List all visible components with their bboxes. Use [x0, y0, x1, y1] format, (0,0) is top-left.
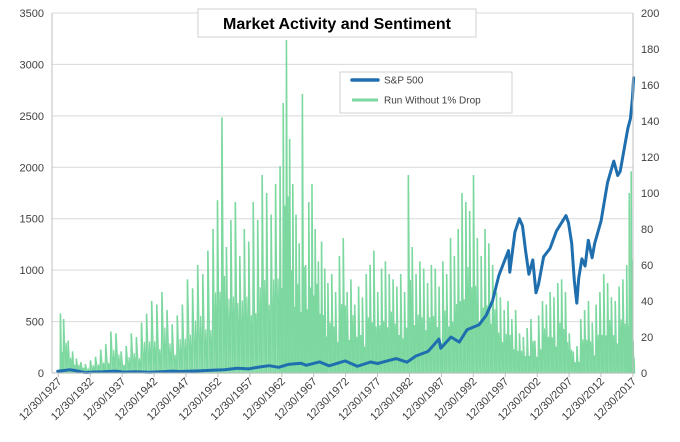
- y-left-tick-500: 500: [26, 317, 44, 329]
- y-left-tick-1500: 1500: [20, 214, 44, 226]
- y-right-tick-120: 120: [641, 152, 659, 164]
- y-right-tick-200: 200: [641, 8, 659, 20]
- legend-frame: [339, 71, 513, 114]
- y-right-tick-0: 0: [641, 368, 647, 380]
- y-right-tick-40: 40: [641, 296, 653, 308]
- axes: [51, 13, 634, 377]
- title-box-frame: [197, 8, 477, 38]
- y-left-tick-1000: 1000: [20, 265, 44, 277]
- y-left-tick-0: 0: [38, 368, 44, 380]
- sp500-series: [56, 76, 636, 374]
- y-left-tick-3500: 3500: [20, 8, 44, 20]
- legend-label-sp500: S&P 500: [384, 76, 424, 87]
- y-right-tick-60: 60: [641, 260, 653, 272]
- y-right-tick-160: 160: [641, 80, 659, 92]
- legend-label-run: Run Without 1% Drop: [384, 96, 481, 107]
- left-axis-tick-labels: 0 500 1000 1500 2000 2500 3000 3500: [20, 8, 44, 380]
- right-axis-tick-labels: 0 20 40 60 80 100 120 140 160 180 200: [641, 8, 659, 380]
- legend: S&P 500 Run Without 1% Drop: [339, 71, 513, 114]
- y-right-tick-100: 100: [641, 188, 659, 200]
- y-right-tick-180: 180: [641, 44, 659, 56]
- y-right-tick-20: 20: [641, 332, 653, 344]
- y-right-tick-80: 80: [641, 224, 653, 236]
- chart-title: Market Activity and Sentiment: [223, 16, 452, 33]
- run-without-1pct-drop-series: [59, 39, 636, 374]
- chart-title-box: Market Activity and Sentiment: [197, 8, 477, 38]
- y-left-tick-2500: 2500: [20, 111, 44, 123]
- sp500-line: [56, 76, 636, 374]
- y-right-tick-140: 140: [641, 116, 659, 128]
- y-left-tick-3000: 3000: [20, 59, 44, 71]
- y-left-tick-2000: 2000: [20, 162, 44, 174]
